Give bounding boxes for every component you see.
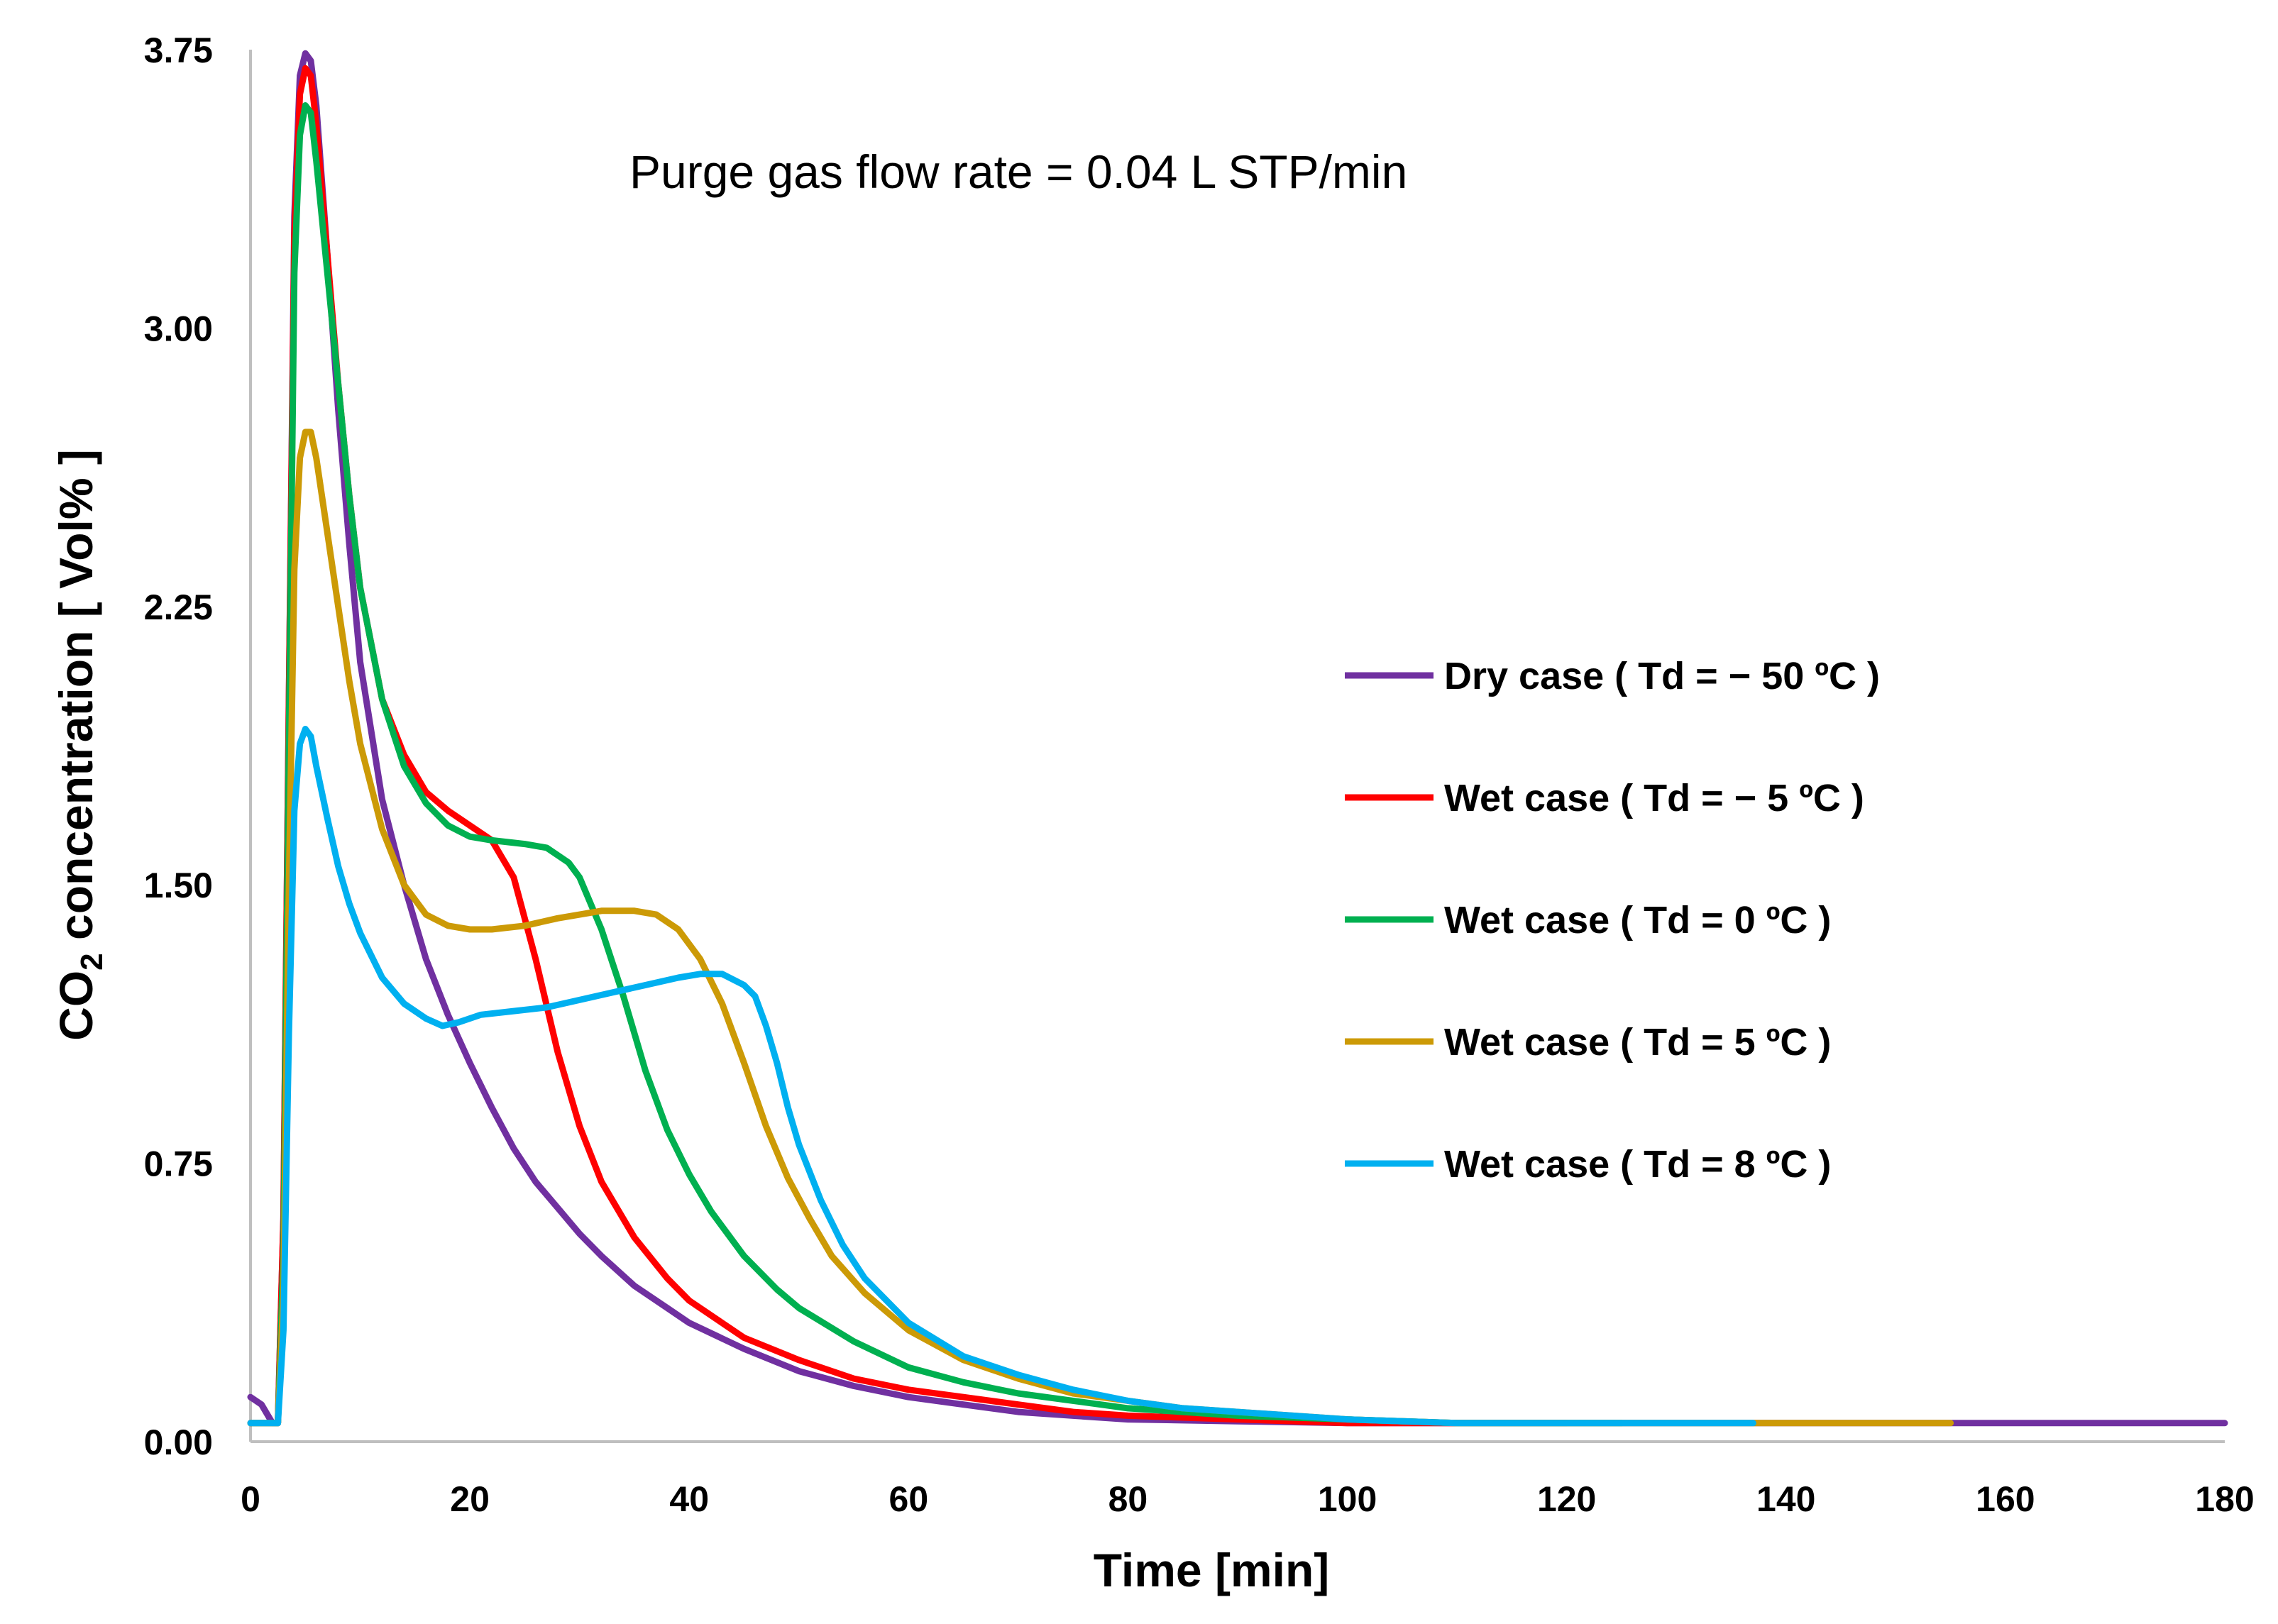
annotation: Purge gas flow rate = 0.04 L STP/min xyxy=(629,145,1407,198)
legend: Dry case ( Td = − 50 ºC ) Wet case ( Td =… xyxy=(1345,655,1880,1186)
x-tick-label: 80 xyxy=(1108,1479,1148,1519)
axes xyxy=(249,50,2225,1443)
y-tick-label: 0.00 xyxy=(144,1423,213,1462)
legend-label-2: Wet case ( Td = − 5 ºC ) xyxy=(1444,777,1864,819)
y-tick-label: 3.75 xyxy=(144,31,213,70)
legend-label-1: Dry case ( Td = − 50 ºC ) xyxy=(1444,655,1880,697)
y-axis-title: CO2 concentration [ Vol% ] xyxy=(50,449,109,1041)
y-tick-label: 2.25 xyxy=(144,587,213,627)
x-tick-label: 60 xyxy=(889,1479,929,1519)
x-tick-label: 180 xyxy=(2195,1479,2254,1519)
series-line-3 xyxy=(247,102,1625,1427)
series-line-2 xyxy=(247,65,1570,1427)
y-axis-title-rest: concentration [ Vol% ] xyxy=(50,449,102,953)
series-layer xyxy=(247,50,2228,1427)
x-tick-labels: 0 20 40 60 80 100 120 140 160 180 xyxy=(241,1479,2255,1519)
y-tick-label: 3.00 xyxy=(144,309,213,348)
x-tick-label: 0 xyxy=(241,1479,260,1519)
y-tick-label: 0.75 xyxy=(144,1144,213,1184)
x-tick-label: 120 xyxy=(1537,1479,1596,1519)
y-axis-title-subscript: 2 xyxy=(75,953,109,970)
series-line-1 xyxy=(247,50,2228,1427)
y-axis-title-main: CO xyxy=(50,971,102,1041)
legend-label-4: Wet case ( Td = 5 ºC ) xyxy=(1444,1021,1831,1064)
y-tick-label: 1.50 xyxy=(144,866,213,905)
y-tick-labels: 0.00 0.75 1.50 2.25 3.00 3.75 xyxy=(144,31,213,1462)
series-line-5 xyxy=(247,726,1756,1427)
x-tick-label: 160 xyxy=(1976,1479,2035,1519)
x-tick-label: 40 xyxy=(669,1479,709,1519)
x-tick-label: 20 xyxy=(450,1479,490,1519)
x-tick-label: 100 xyxy=(1318,1479,1377,1519)
legend-label-3: Wet case ( Td = 0 ºC ) xyxy=(1444,899,1831,941)
x-tick-label: 140 xyxy=(1756,1479,1815,1519)
x-axis-title: Time [min] xyxy=(1094,1544,1329,1596)
legend-label-5: Wet case ( Td = 8 ºC ) xyxy=(1444,1143,1831,1186)
